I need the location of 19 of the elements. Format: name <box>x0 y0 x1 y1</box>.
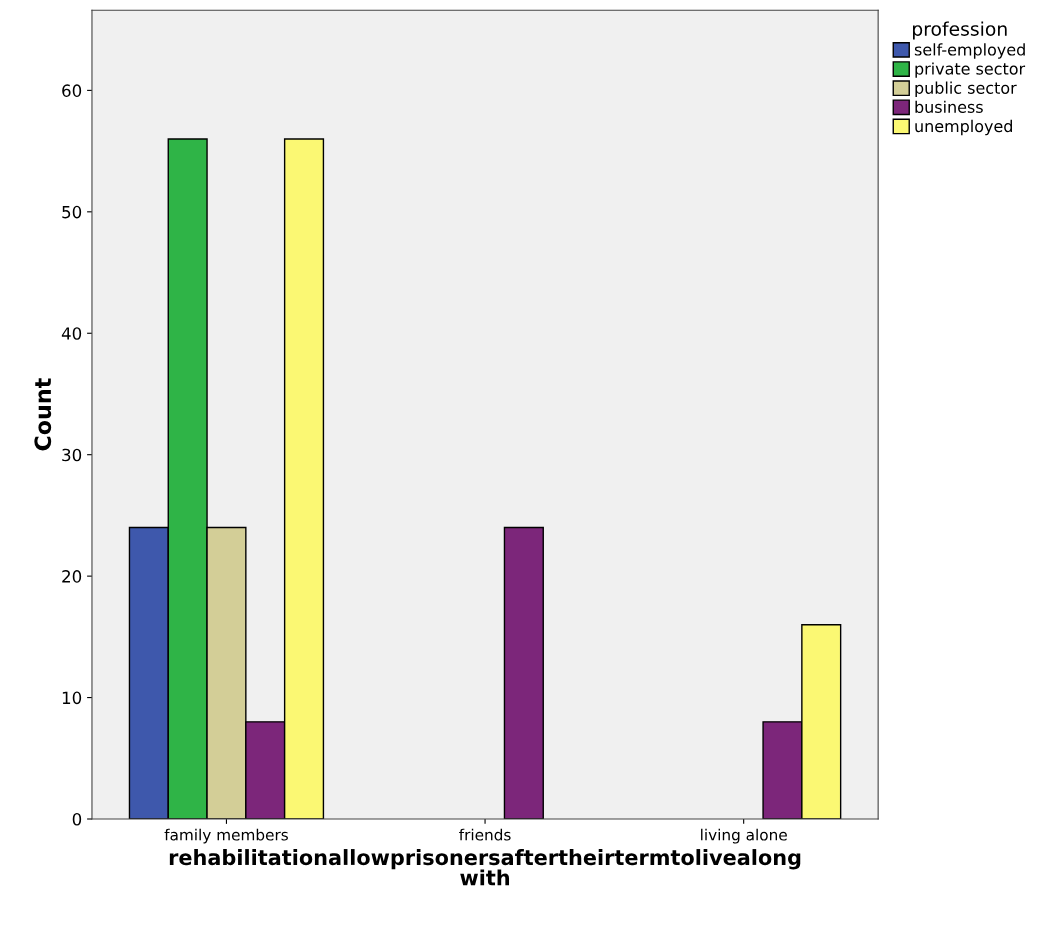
y-tick-label: 60 <box>62 84 82 97</box>
y-tick-label: 0 <box>72 812 82 826</box>
y-tick-label: 50 <box>62 205 82 219</box>
y-axis-title: Count <box>34 378 52 451</box>
legend-title: profession <box>913 21 1007 40</box>
x-axis-title: rehabilitationallowprisonersaftertheirtermtolivealong with <box>169 849 801 886</box>
legend-label: public sector <box>915 81 1017 97</box>
y-tick-label: 30 <box>62 448 82 462</box>
legend-label: private sector <box>915 62 1026 78</box>
y-tick-label: 20 <box>62 570 82 583</box>
x-tick-label: living alone <box>701 828 787 844</box>
y-tick-label: 40 <box>61 327 82 340</box>
legend-label: unemployed <box>915 119 1012 136</box>
legend-label: business <box>915 100 983 114</box>
legend-label: self-employed <box>914 43 1025 59</box>
bar <box>503 526 544 819</box>
y-tick-label: 10 <box>62 691 82 705</box>
x-tick-label: family members <box>164 828 288 844</box>
x-tick-label: friends <box>459 828 511 841</box>
